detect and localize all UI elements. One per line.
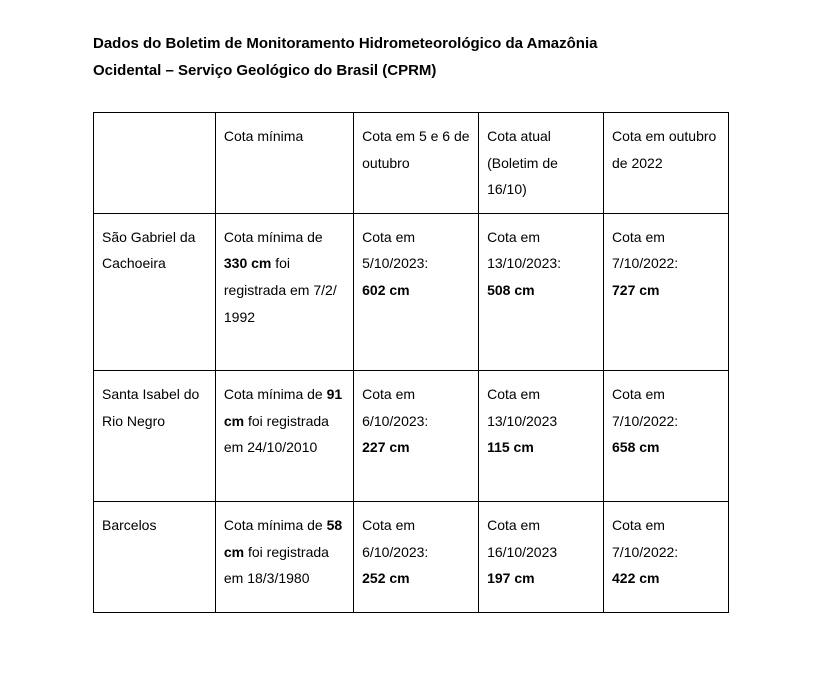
document-container: Dados do Boletim de Monitoramento Hidrom…	[0, 0, 822, 643]
oct22-cell: Cota em 7/10/2022: 727 cm	[604, 213, 729, 370]
header-atual: Cota atual (Boletim de 16/10)	[479, 113, 604, 214]
minima-pre: Cota mínima de	[224, 517, 327, 533]
oct56-label: Cota em 6/10/2023:	[362, 381, 470, 434]
oct22-cell: Cota em 7/10/2022: 658 cm	[604, 371, 729, 502]
location-cell: São Gabriel da Cachoeira	[94, 213, 216, 370]
oct56-value: 602 cm	[362, 277, 470, 304]
header-minima: Cota mínima	[215, 113, 353, 214]
oct56-cell: Cota em 5/10/2023: 602 cm	[354, 213, 479, 370]
minima-cell: Cota mínima de 91 cm foi registrada em 2…	[215, 371, 353, 502]
oct22-label: Cota em 7/10/2022:	[612, 224, 720, 277]
atual-cell: Cota em 16/10/2023 197 cm	[479, 501, 604, 612]
title-line-2: Ocidental – Serviço Geológico do Brasil …	[93, 62, 436, 79]
atual-value: 115 cm	[487, 434, 595, 461]
atual-value: 508 cm	[487, 277, 595, 304]
header-row: Cota mínima Cota em 5 e 6 de outubro Cot…	[94, 113, 729, 214]
oct22-value: 422 cm	[612, 565, 720, 592]
oct56-value: 252 cm	[362, 565, 470, 592]
minima-cell: Cota mínima de 58 cm foi registrada em 1…	[215, 501, 353, 612]
minima-pre: Cota mínima de	[224, 229, 323, 245]
oct56-cell: Cota em 6/10/2023: 252 cm	[354, 501, 479, 612]
oct56-cell: Cota em 6/10/2023: 227 cm	[354, 371, 479, 502]
data-table: Cota mínima Cota em 5 e 6 de outubro Cot…	[93, 112, 729, 613]
oct22-cell: Cota em 7/10/2022: 422 cm	[604, 501, 729, 612]
atual-value: 197 cm	[487, 565, 595, 592]
location-cell: Barcelos	[94, 501, 216, 612]
oct56-value: 227 cm	[362, 434, 470, 461]
table-row: São Gabriel da Cachoeira Cota mínima de …	[94, 213, 729, 370]
table-row: Santa Isabel do Rio Negro Cota mínima de…	[94, 371, 729, 502]
table-row: Barcelos Cota mínima de 58 cm foi regist…	[94, 501, 729, 612]
header-oct22: Cota em outubro de 2022	[604, 113, 729, 214]
title-line-1: Dados do Boletim de Monitoramento Hidrom…	[93, 35, 597, 52]
oct56-label: Cota em 6/10/2023:	[362, 512, 470, 565]
atual-label: Cota em 13/10/2023:	[487, 224, 595, 277]
minima-value: 330 cm	[224, 255, 271, 271]
oct56-label: Cota em 5/10/2023:	[362, 224, 470, 277]
atual-label: Cota em 16/10/2023	[487, 512, 595, 565]
header-empty	[94, 113, 216, 214]
document-title: Dados do Boletim de Monitoramento Hidrom…	[93, 30, 729, 84]
atual-label: Cota em 13/10/2023	[487, 381, 595, 434]
oct22-label: Cota em 7/10/2022:	[612, 381, 720, 434]
atual-cell: Cota em 13/10/2023: 508 cm	[479, 213, 604, 370]
oct22-value: 658 cm	[612, 434, 720, 461]
header-oct56: Cota em 5 e 6 de outubro	[354, 113, 479, 214]
oct22-label: Cota em 7/10/2022:	[612, 512, 720, 565]
atual-cell: Cota em 13/10/2023 115 cm	[479, 371, 604, 502]
oct22-value: 727 cm	[612, 277, 720, 304]
minima-pre: Cota mínima de	[224, 386, 327, 402]
location-cell: Santa Isabel do Rio Negro	[94, 371, 216, 502]
minima-cell: Cota mínima de 330 cm foi registrada em …	[215, 213, 353, 370]
